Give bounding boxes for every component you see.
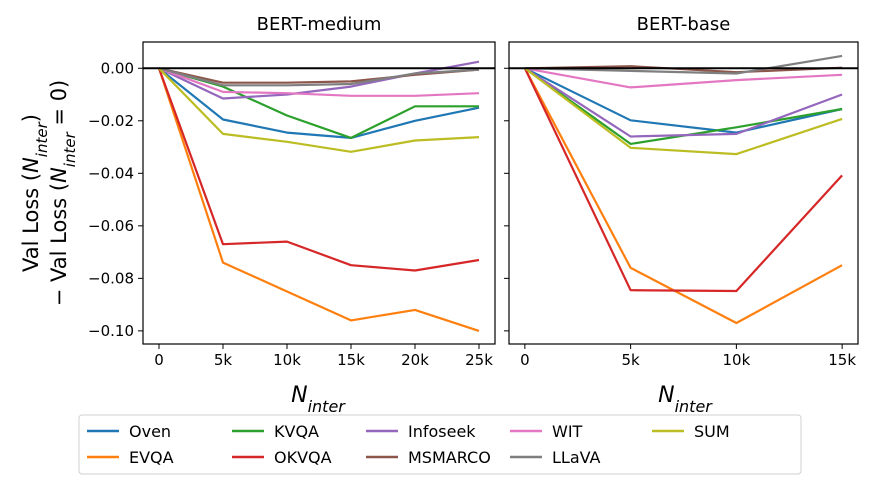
series-line-wit: [524, 67, 843, 89]
legend-item-kvqa: KVQA: [232, 422, 319, 441]
series-line-okvqa: [157, 67, 480, 272]
series-line-oven: [158, 67, 480, 139]
series-line-llava: [524, 54, 843, 75]
panels: BERT-medium 0.00 −0.02 −0.04 −0.06 −0.08 −0.10…: [88, 14, 859, 369]
legend-item-infoseek: Infoseek: [366, 422, 476, 441]
legend-label: LLaVA: [552, 448, 601, 467]
panel-medium: BERT-medium 0.00 −0.02 −0.04 −0.06 −0.08 −0.10…: [88, 14, 496, 369]
legend-item-okvqa: OKVQA: [232, 448, 332, 467]
x-tick-label: 5k: [214, 351, 233, 369]
y-tick-label: 0.00: [101, 59, 134, 77]
y-tick-label: −0.08: [88, 269, 134, 287]
x-tick-label: 10k: [722, 351, 750, 369]
x-tick-label: 10k: [273, 351, 301, 369]
x-tick-label: 15k: [337, 351, 365, 369]
series-line-sum: [524, 67, 843, 156]
panel-base: BERT-base 0 5k 10k 15k: [504, 14, 859, 369]
legend-label: Oven: [129, 422, 171, 441]
legend-label: Infoseek: [408, 422, 476, 441]
series-line-llava: [158, 67, 480, 87]
series-lines-base: [523, 54, 843, 325]
x-tick-label: 0: [154, 351, 164, 369]
series-line-sum: [158, 67, 480, 153]
legend-item-sum: SUM: [652, 422, 730, 441]
x-tick-label: 5k: [622, 351, 641, 369]
x-axis-label-base: Ninter: [658, 383, 713, 416]
series-line-kvqa: [524, 67, 843, 145]
legend-label: WIT: [552, 422, 583, 441]
plot-frame-medium: [142, 41, 496, 345]
x-tick-label: 25k: [465, 351, 493, 369]
series-line-infoseek: [524, 67, 843, 138]
series-line-okvqa: [523, 67, 843, 293]
y-tick-label: −0.02: [88, 112, 134, 130]
y-tick-label: −0.06: [88, 217, 134, 235]
legend-frame: [78, 414, 802, 475]
y-tick-label: −0.10: [88, 322, 134, 340]
legend-label: KVQA: [274, 422, 319, 441]
y-tick-label: −0.04: [88, 164, 134, 182]
series-line-evqa: [523, 67, 843, 325]
legend-label: EVQA: [129, 448, 174, 467]
plot-frame-base: [508, 41, 859, 345]
legend-item-oven: Oven: [87, 422, 171, 441]
legend-item-msmarco: MSMARCO: [366, 448, 491, 467]
legend-label: SUM: [694, 422, 730, 441]
x-axis-label-medium: Ninter: [291, 383, 346, 416]
legend-item-llava: LLaVA: [510, 448, 601, 467]
y-axis-label-line1: Val Loss (Ninter): [19, 114, 51, 272]
legend: Oven EVQA KVQA OKVQA Infoseek MSMARCO WIT LLaVA…: [78, 414, 802, 475]
x-tick-label: 20k: [401, 351, 429, 369]
series-line-infoseek: [158, 60, 480, 100]
y-axis-label-line2: − Val Loss (Ninter = 0): [47, 80, 79, 307]
y-axis-label: Val Loss (Ninter) − Val Loss (Ninter = 0…: [19, 80, 79, 307]
legend-label: OKVQA: [274, 448, 332, 467]
legend-item-evqa: EVQA: [87, 448, 174, 467]
series-line-wit: [158, 67, 480, 97]
x-tick-label: 0: [520, 351, 530, 369]
series-line-oven: [524, 67, 843, 134]
panel-title-base: BERT-base: [637, 14, 731, 35]
series-line-evqa: [157, 67, 480, 332]
series-lines-medium: [157, 60, 480, 332]
legend-label: MSMARCO: [408, 448, 491, 467]
x-tick-label: 15k: [828, 351, 856, 369]
legend-item-wit: WIT: [510, 422, 583, 441]
panel-title-medium: BERT-medium: [257, 14, 382, 35]
